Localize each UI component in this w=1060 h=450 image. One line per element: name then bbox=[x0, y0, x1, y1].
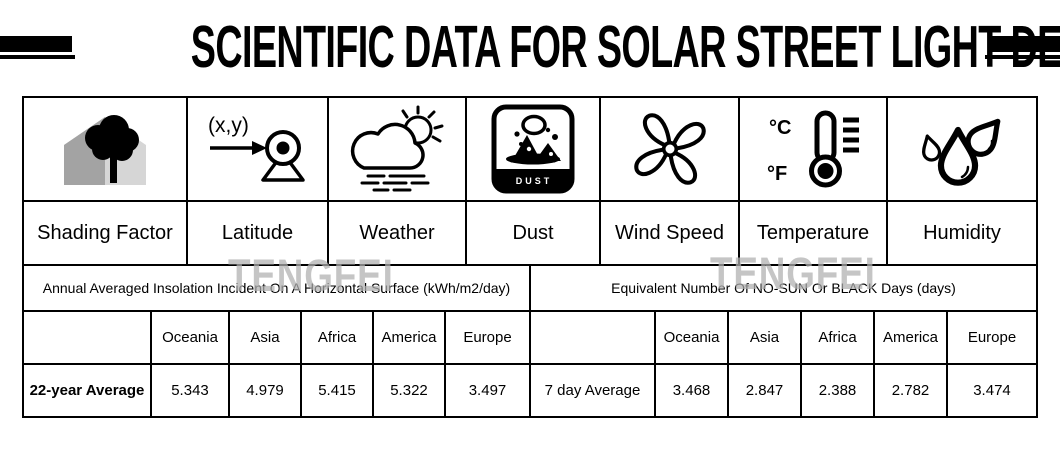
factor-cell-temperature: °C °F bbox=[740, 98, 886, 200]
no-sun-value-asia: 2.847 bbox=[729, 365, 800, 416]
no-sun-col-europe: Europe bbox=[948, 312, 1036, 363]
celsius-text: °C bbox=[769, 117, 791, 139]
xy-coords-text: (x,y) bbox=[208, 114, 249, 137]
factor-cell-wind bbox=[601, 98, 738, 200]
page-title: SCIENTIFIC DATA FOR SOLAR STREET LIGHT D… bbox=[190, 14, 1060, 80]
humidity-icon bbox=[918, 109, 1008, 189]
factor-label-humidity: Humidity bbox=[888, 202, 1036, 264]
factor-label-weather: Weather bbox=[329, 202, 465, 264]
no-sun-col-america: America bbox=[875, 312, 946, 363]
shading-factor-icon bbox=[63, 115, 146, 185]
factors-grid: (x,y) bbox=[24, 98, 1036, 264]
no-sun-col-africa: Africa bbox=[802, 312, 873, 363]
no-sun-col-oceania: Oceania bbox=[656, 312, 727, 363]
insolation-section-header: Annual Averaged Insolation Incident On A… bbox=[24, 266, 529, 310]
weather-icon bbox=[350, 105, 444, 192]
insolation-col-europe: Europe bbox=[446, 312, 529, 363]
title-decoration-right bbox=[985, 36, 1060, 59]
factor-label-temperature: Temperature bbox=[740, 202, 886, 264]
dust-icon: DUST bbox=[491, 104, 575, 194]
insolation-col-america: America bbox=[374, 312, 444, 363]
no-sun-col-asia: Asia bbox=[729, 312, 800, 363]
dust-label-text: DUST bbox=[516, 176, 553, 186]
insolation-col-oceania: Oceania bbox=[152, 312, 228, 363]
insolation-col-africa: Africa bbox=[302, 312, 372, 363]
factor-cell-humidity bbox=[888, 98, 1036, 200]
factor-label-latitude: Latitude bbox=[188, 202, 327, 264]
factor-cell-shading bbox=[24, 98, 186, 200]
temperature-icon: °C °F bbox=[767, 110, 859, 188]
factor-cell-latitude: (x,y) bbox=[188, 98, 327, 200]
no-sun-table: Equivalent Number Of NO-SUN Or BLACK Day… bbox=[531, 266, 1036, 416]
insolation-value-africa: 5.415 bbox=[302, 365, 372, 416]
fahrenheit-text: °F bbox=[767, 163, 787, 185]
decoration-thin-bar bbox=[0, 55, 75, 59]
wind-speed-icon bbox=[625, 104, 715, 194]
data-tables-row: Annual Averaged Insolation Incident On A… bbox=[24, 266, 1036, 416]
insolation-table: Annual Averaged Insolation Incident On A… bbox=[24, 266, 529, 416]
decoration-thin-bar bbox=[985, 55, 1060, 59]
no-sun-value-europe: 3.474 bbox=[948, 365, 1036, 416]
decoration-thick-bar bbox=[988, 36, 1060, 52]
insolation-col-asia: Asia bbox=[230, 312, 300, 363]
insolation-value-europe: 3.497 bbox=[446, 365, 529, 416]
insolation-value-asia: 4.979 bbox=[230, 365, 300, 416]
factor-label-shading: Shading Factor bbox=[24, 202, 186, 264]
no-sun-corner-cell bbox=[531, 312, 654, 363]
latitude-icon: (x,y) bbox=[208, 114, 305, 182]
insolation-value-america: 5.322 bbox=[374, 365, 444, 416]
factor-label-dust: Dust bbox=[467, 202, 599, 264]
factor-label-wind-speed: Wind Speed bbox=[601, 202, 738, 264]
insolation-value-oceania: 5.343 bbox=[152, 365, 228, 416]
insolation-row-label: 22-year Average bbox=[24, 365, 150, 416]
title-decoration-left bbox=[0, 36, 75, 59]
factor-cell-dust: DUST bbox=[467, 98, 599, 200]
no-sun-section-header: Equivalent Number Of NO-SUN Or BLACK Day… bbox=[531, 266, 1036, 310]
no-sun-value-oceania: 3.468 bbox=[656, 365, 727, 416]
insolation-corner-cell bbox=[24, 312, 150, 363]
no-sun-value-america: 2.782 bbox=[875, 365, 946, 416]
no-sun-row-label: 7 day Average bbox=[531, 365, 654, 416]
no-sun-value-africa: 2.388 bbox=[802, 365, 873, 416]
data-table: (x,y) bbox=[22, 96, 1038, 418]
factor-cell-weather bbox=[329, 98, 465, 200]
decoration-thick-bar bbox=[0, 36, 72, 52]
